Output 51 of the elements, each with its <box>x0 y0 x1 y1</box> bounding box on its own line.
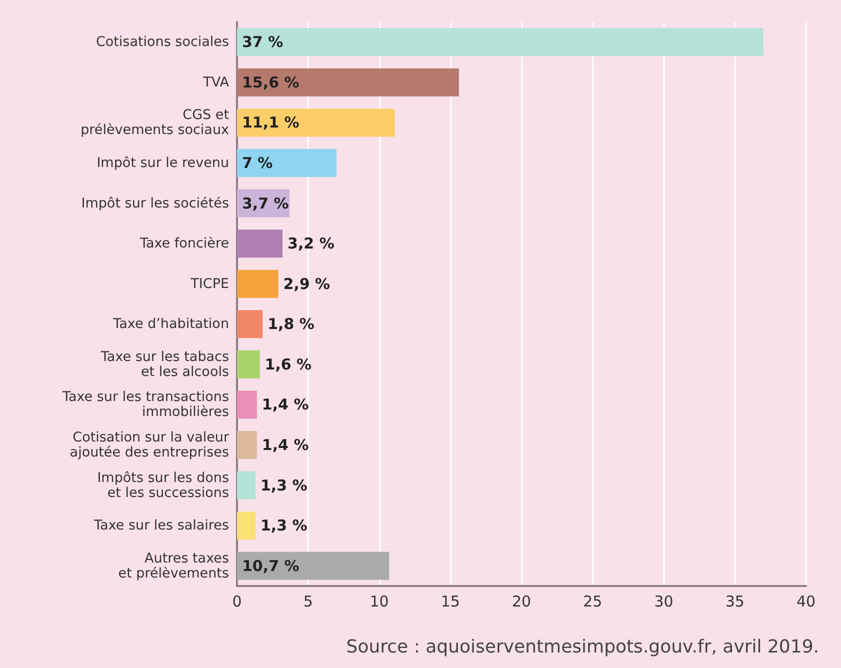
y-tick-label: Taxe sur les tabacs et les alcools <box>100 348 229 380</box>
y-tick-label: Taxe sur les salaires <box>93 518 229 534</box>
bar <box>237 512 256 540</box>
y-tick-label: TICPE <box>190 276 229 292</box>
bar <box>237 431 257 459</box>
data-label: 15,6 % <box>242 73 300 92</box>
x-tick-label: 5 <box>303 592 313 610</box>
x-tick-label: 10 <box>370 592 389 610</box>
data-label: 1,3 % <box>260 516 308 535</box>
y-tick-label: Taxe d’habitation <box>112 316 229 332</box>
bar <box>237 270 278 298</box>
bar <box>237 552 390 580</box>
bar <box>237 28 764 56</box>
y-tick-label: Taxe foncière <box>138 236 229 252</box>
x-tick-label: 30 <box>654 592 674 610</box>
data-label: 2,9 % <box>283 274 330 293</box>
data-label: 1,6 % <box>264 355 312 374</box>
y-tick-label: Autres taxes et prélèvements <box>118 550 229 582</box>
bar <box>237 230 283 258</box>
x-tick-label: 35 <box>725 592 744 610</box>
source-note: Source : aquoiserventmesimpots.gouv.fr, avril 2019. <box>346 636 820 658</box>
bar <box>237 68 459 96</box>
data-label: 3,7 % <box>242 194 289 212</box>
y-tick-label: Cotisation sur la valeur ajoutée des entreprises <box>70 430 230 460</box>
bar <box>237 350 260 378</box>
data-label: 1,3 % <box>260 476 308 494</box>
x-tick-label: 20 <box>512 592 532 610</box>
y-tick-label: Impôt sur le revenu <box>96 155 229 171</box>
bar <box>237 310 263 338</box>
y-tick-label: TVA <box>202 74 230 90</box>
data-label: 1,8 % <box>268 315 314 334</box>
data-label: 3,2 % <box>288 234 334 253</box>
y-tick-label: Impôt sur les sociétés <box>81 195 229 212</box>
bar <box>237 471 256 500</box>
data-label: 7 % <box>242 154 273 172</box>
y-tick-label: CGS et prélèvements sociaux <box>80 107 229 138</box>
y-tick-label: Cotisations sociales <box>96 34 229 50</box>
x-tick-label: 40 <box>796 592 816 610</box>
data-label: 11,1 % <box>242 114 300 132</box>
bar <box>237 108 395 137</box>
data-label: 37 % <box>242 33 284 52</box>
data-label: 1,4 % <box>262 396 309 414</box>
x-tick-label: 25 <box>583 592 602 610</box>
y-tick-label: Taxe sur les transactions immobilières <box>61 389 229 420</box>
bar <box>237 390 257 419</box>
bar <box>237 149 337 177</box>
x-tick-label: 0 <box>232 592 242 610</box>
data-label: 10,7 % <box>242 556 300 575</box>
x-tick-label: 15 <box>440 592 460 610</box>
data-label: 1,4 % <box>262 436 309 454</box>
y-tick-label: Impôts sur les dons et les successions <box>97 470 229 501</box>
